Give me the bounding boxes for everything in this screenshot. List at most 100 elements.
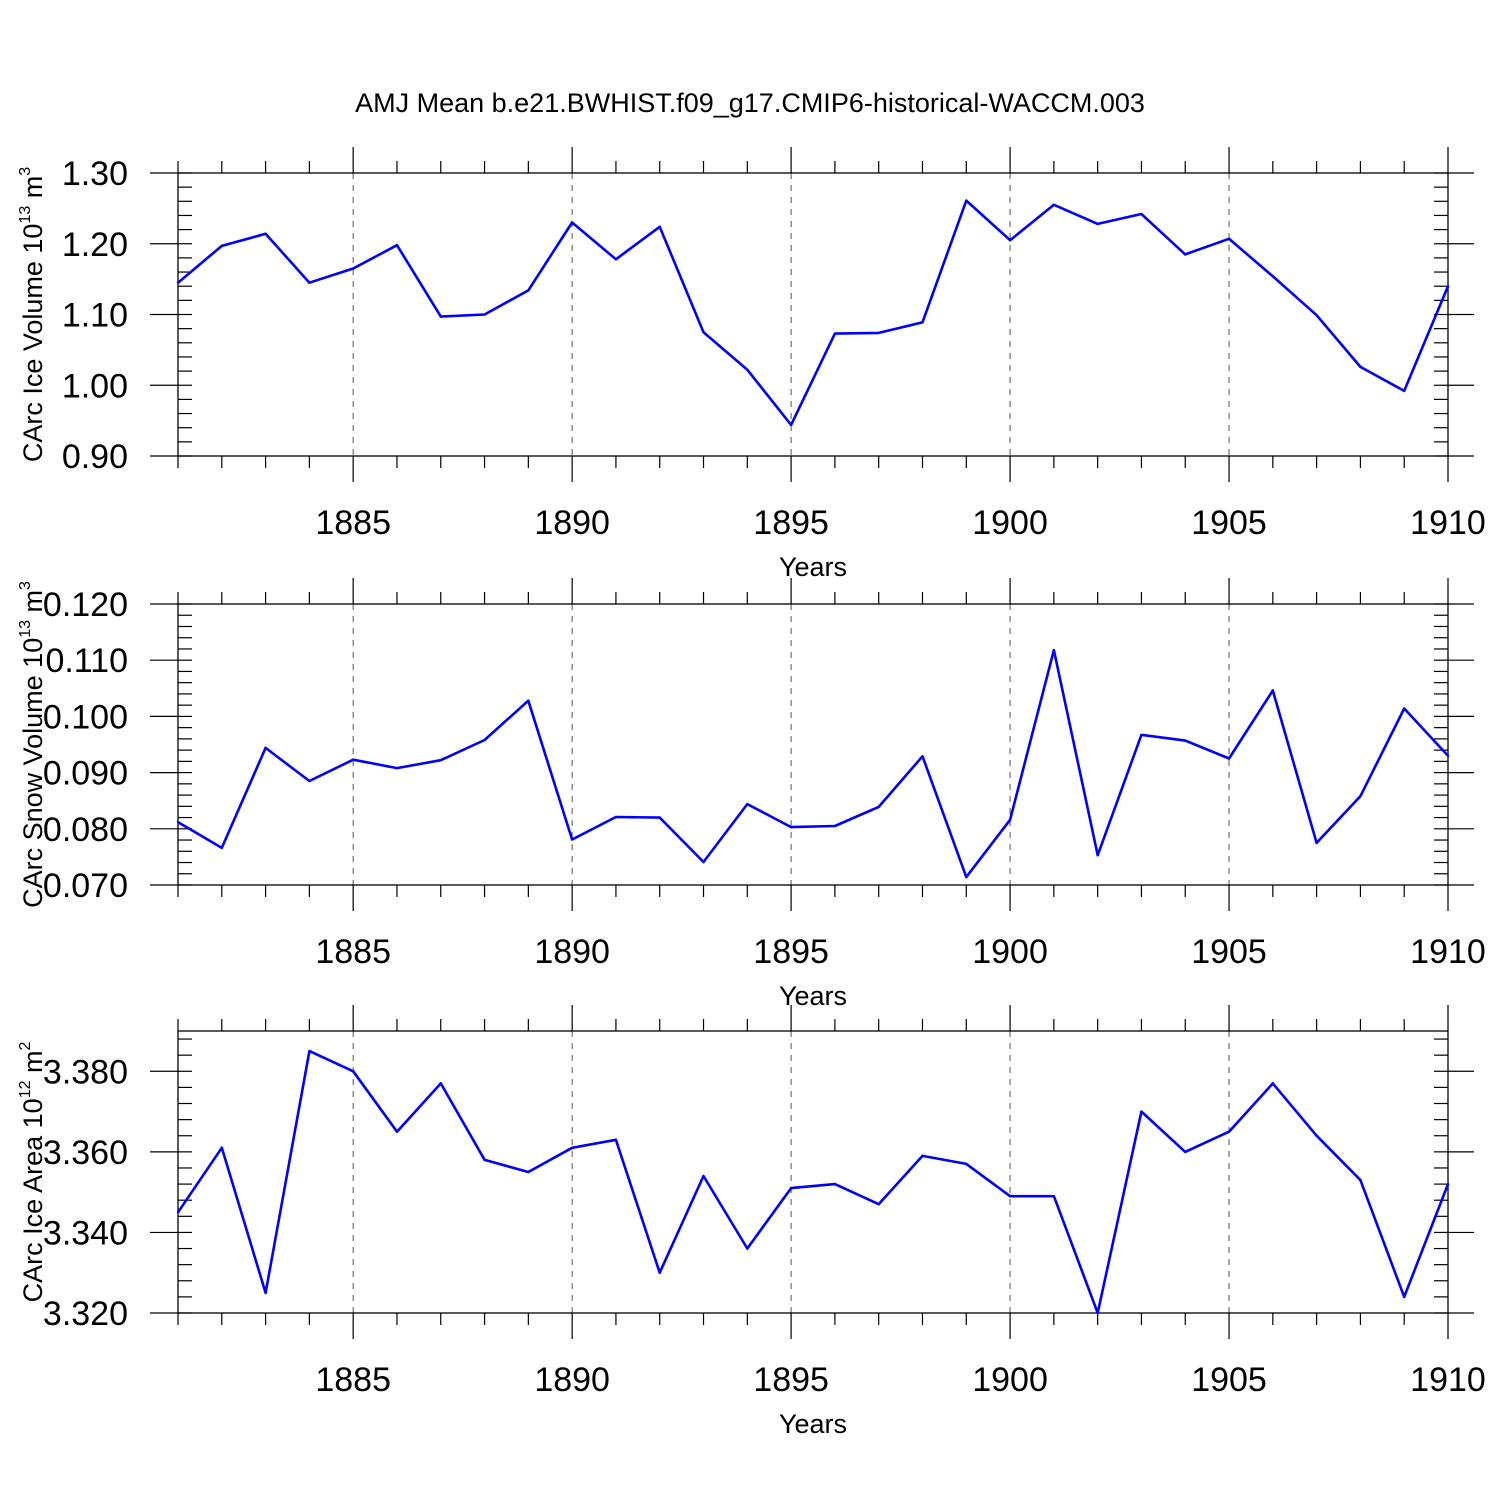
data-point	[1271, 689, 1275, 692]
data-point	[1184, 1150, 1187, 1154]
panel-3: 3.320 3.340 3.360 3.380 1885 1890 1895 1900 1905…	[17, 1005, 1486, 1439]
data-point	[965, 875, 968, 879]
data-point	[1227, 1130, 1231, 1133]
data-point	[1227, 757, 1231, 760]
data-point	[1140, 1110, 1143, 1113]
data-point	[921, 755, 924, 758]
data-point	[395, 766, 399, 770]
data-point	[1446, 1182, 1450, 1186]
data-point	[1096, 1311, 1099, 1315]
data-point	[1184, 253, 1187, 256]
data-point	[833, 824, 837, 828]
x-tick-label: 1895	[753, 1361, 829, 1399]
data-point	[1008, 818, 1012, 822]
x-tick-label: 1905	[1191, 504, 1267, 542]
x-tick-label: 1905	[1191, 933, 1267, 971]
data-point	[1403, 707, 1406, 710]
panel-2: 0.070 0.080 0.090 0.100 0.110 0.120 1885 1890 18…	[17, 578, 1486, 1011]
data-point	[570, 1146, 574, 1150]
x-tick-label: 1885	[315, 1361, 391, 1399]
data-point	[1359, 365, 1362, 369]
data-point	[877, 331, 880, 335]
data-point	[1140, 212, 1143, 216]
data-point	[877, 1203, 880, 1206]
data-point	[176, 820, 180, 824]
data-point	[833, 1182, 837, 1186]
data-point	[658, 225, 661, 228]
data-point	[1227, 237, 1231, 240]
data-point	[483, 1158, 486, 1162]
data-point	[702, 330, 705, 334]
data-point	[1403, 1295, 1406, 1299]
data-point	[176, 1211, 180, 1214]
data-point	[746, 802, 749, 806]
data-point	[1271, 1082, 1275, 1085]
data-point	[220, 846, 223, 850]
y-tick-label: 3.360	[43, 1134, 128, 1172]
y-axis-title: CArc Snow Volume 1013 m3	[17, 581, 48, 908]
data-point	[658, 1271, 661, 1274]
data-point	[921, 1154, 924, 1158]
data-point	[264, 1291, 267, 1295]
x-tick-label: 1895	[753, 504, 829, 542]
x-tick-label: 1910	[1410, 1361, 1486, 1399]
y-tick-label: 0.90	[62, 438, 128, 476]
data-point	[351, 267, 355, 270]
data-point	[176, 281, 180, 284]
data-point	[439, 759, 442, 762]
x-tick-label: 1910	[1410, 504, 1486, 542]
y-axis-title: CArc Ice Volume 1013 m3	[17, 167, 48, 462]
data-point	[614, 1138, 618, 1141]
y-tick-label: 1.00	[62, 367, 128, 405]
x-tick-label: 1900	[972, 504, 1048, 542]
data-point	[527, 289, 530, 292]
data-point	[614, 258, 618, 261]
data-point	[308, 779, 311, 783]
y-axis-title: CArc Ice Area 1012 m2	[17, 1042, 48, 1303]
data-point	[789, 825, 793, 829]
data-point	[658, 816, 661, 819]
data-point	[1140, 733, 1143, 737]
data-point	[702, 860, 705, 864]
data-point	[1315, 314, 1318, 317]
data-point	[746, 368, 749, 371]
data-point	[308, 281, 311, 284]
y-tick-label: 3.340	[43, 1214, 128, 1252]
figure-title: AMJ Mean b.e21.BWHIST.f09_g17.CMIP6-hist…	[355, 88, 1145, 118]
data-point	[351, 1070, 355, 1073]
series-line	[176, 1049, 1450, 1315]
y-tick-label: 1.10	[62, 297, 128, 335]
data-point	[1052, 1194, 1056, 1198]
data-point	[702, 1174, 705, 1178]
x-tick-label: 1885	[315, 504, 391, 542]
data-point	[1096, 222, 1099, 226]
y-tick-label: 0.110	[45, 642, 128, 680]
plot-frame	[177, 1030, 1449, 1314]
data-point	[527, 699, 530, 702]
x-tick-label: 1900	[972, 1361, 1048, 1399]
data-point	[1359, 795, 1362, 798]
data-point	[877, 805, 880, 809]
data-point	[439, 1082, 442, 1085]
data-point	[1096, 854, 1099, 857]
data-point	[1008, 1194, 1012, 1198]
y-tick-label: 3.320	[43, 1295, 128, 1333]
data-point	[746, 1247, 749, 1250]
y-tick-label: 0.100	[43, 698, 128, 736]
x-tick-label: 1900	[972, 933, 1048, 971]
y-tick-label: 1.20	[62, 226, 128, 264]
data-point	[1315, 841, 1318, 845]
x-tick-label: 1905	[1191, 1361, 1267, 1399]
x-tick-label: 1890	[534, 504, 610, 542]
data-point	[789, 423, 793, 427]
data-point	[220, 1146, 223, 1150]
data-point	[1403, 389, 1406, 393]
x-tick-label: 1890	[534, 933, 610, 971]
data-point	[264, 746, 267, 750]
data-point	[965, 199, 968, 202]
data-point	[1008, 239, 1012, 242]
data-point	[1052, 203, 1056, 207]
data-point	[220, 244, 223, 248]
data-point	[789, 1186, 793, 1190]
